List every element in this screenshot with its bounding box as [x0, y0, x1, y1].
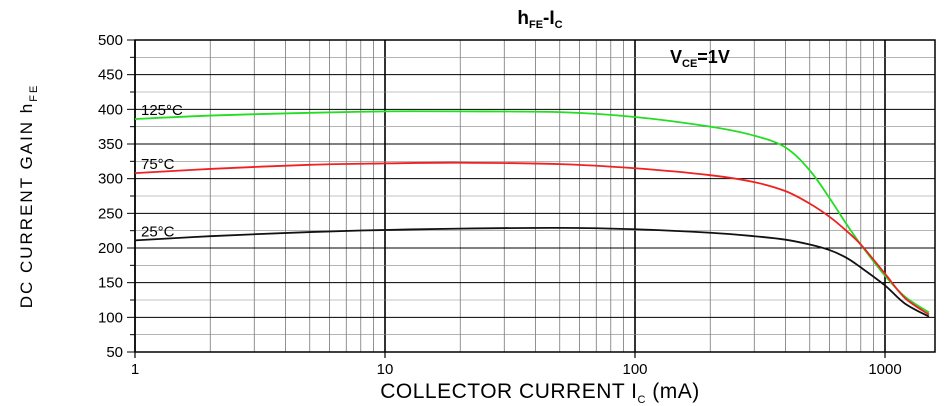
x-tick-label: 1	[131, 361, 139, 378]
series-line-1	[134, 161, 930, 316]
y-tick-label: 500	[98, 32, 123, 49]
x-tick-label: 100	[622, 361, 647, 378]
x-axis-label: COLLECTOR CURRENT IC (mA)	[380, 380, 700, 406]
series-label-1: 75°C	[141, 156, 175, 173]
y-tick-label: 100	[98, 309, 123, 326]
y-tick-label: 400	[98, 101, 123, 118]
y-tick-labels: 50 100 150 200 250 300 350 400 450 500	[98, 32, 123, 361]
y-tick-label: 200	[98, 240, 123, 257]
series-label-0: 125°C	[141, 102, 183, 119]
series-line-2	[134, 226, 930, 318]
series-label-2: 25°C	[141, 223, 175, 240]
x-tick-label: 10	[377, 361, 394, 378]
y-tick-label: 350	[98, 136, 123, 153]
chart-title: hFE-IC	[517, 8, 562, 31]
y-tick-label: 250	[98, 205, 123, 222]
plot-frame	[134, 39, 936, 353]
y-tick-label: 300	[98, 171, 123, 188]
x-tick-labels: 1 10 100 1000	[131, 361, 902, 378]
x-tick-label: 1000	[868, 361, 901, 378]
y-tick-label: 450	[98, 67, 123, 84]
y-tick-label: 50	[106, 344, 123, 361]
grid	[127, 39, 935, 358]
vce-annotation: VCE=1V	[670, 47, 730, 70]
y-axis-label: DC CURRENT GAIN hFE	[17, 84, 40, 309]
series-group: 125°C 75°C 25°C	[134, 102, 930, 318]
y-tick-label: 150	[98, 275, 123, 292]
